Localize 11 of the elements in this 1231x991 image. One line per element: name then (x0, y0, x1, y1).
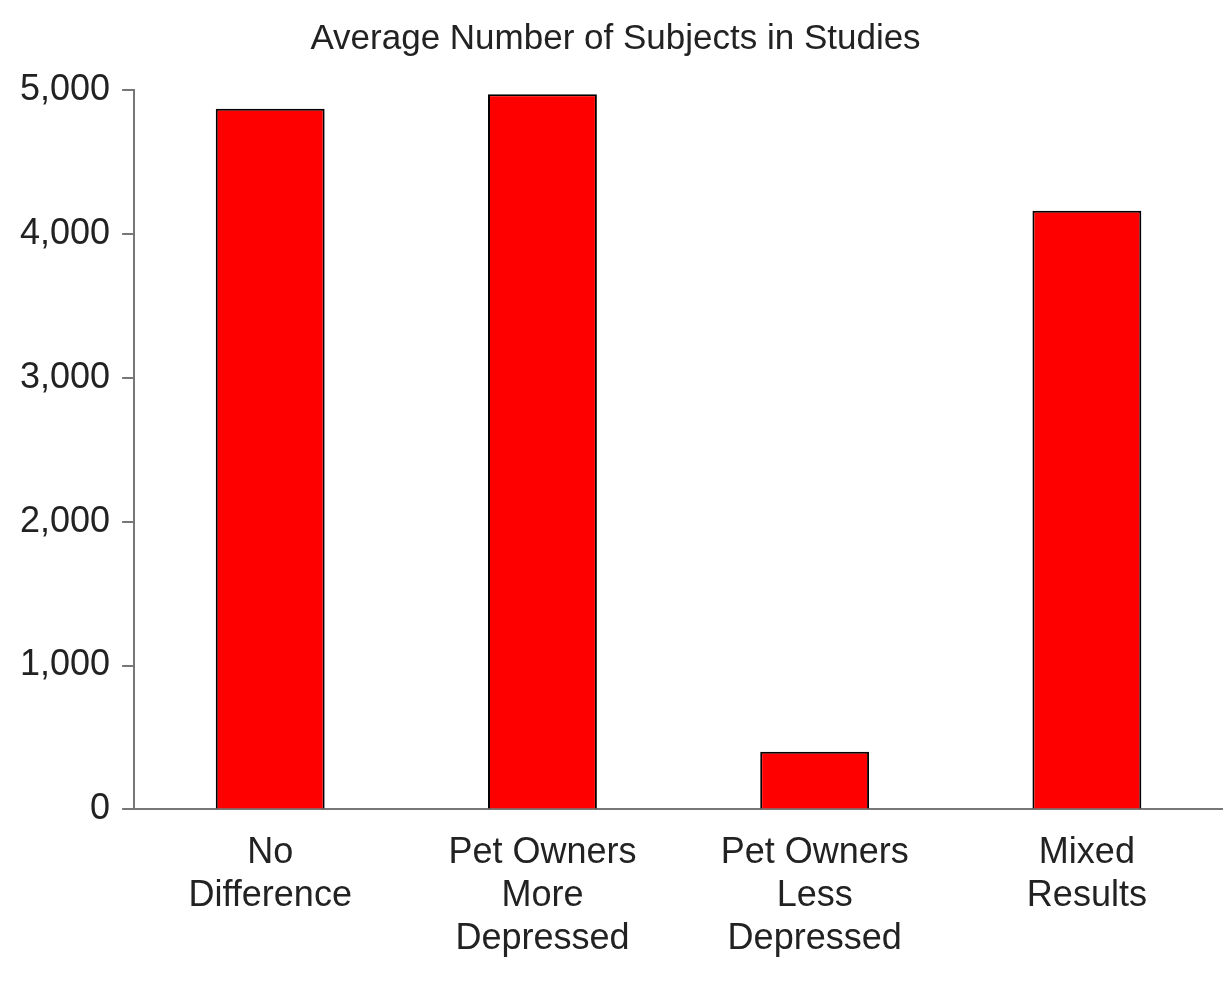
x-tick-label: Mixed Results (1026, 829, 1147, 915)
x-tick-label: No Difference (188, 829, 352, 915)
y-tick-label: 3,000 (19, 354, 111, 396)
y-tick-label: 0 (90, 786, 111, 828)
chart-title: Average Number of Subjects in Studies (310, 16, 921, 56)
y-tick-label: 2,000 (19, 498, 111, 540)
y-tick-label: 1,000 (19, 642, 111, 684)
x-tick-label: Pet Owners Less Depressed (720, 829, 909, 958)
y-tick-label: 5,000 (19, 66, 111, 108)
x-tick-label: Pet Owners More Depressed (448, 829, 637, 958)
y-tick-label: 4,000 (19, 210, 111, 252)
